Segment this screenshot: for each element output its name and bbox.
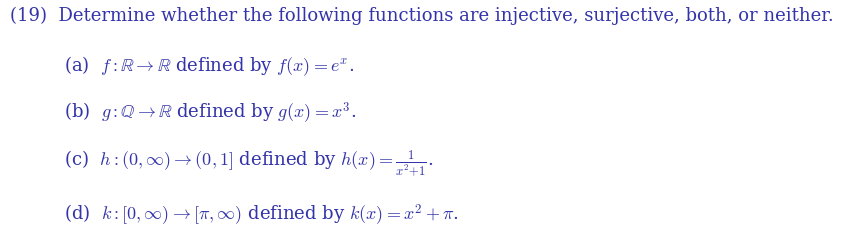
Text: (d)  $k : [0, \infty) \to [\pi, \infty)$ defined by $k(x) = x^{2} + \pi$.: (d) $k : [0, \infty) \to [\pi, \infty)$ … [64,202,459,225]
Text: (a)  $f : \mathbb{R} \to \mathbb{R}$ defined by $f(x) = e^{x}$.: (a) $f : \mathbb{R} \to \mathbb{R}$ defi… [64,54,354,78]
Text: (c)  $h : (0, \infty) \to (0, 1]$ defined by $h(x) = \frac{1}{x^{2}{+}1}$.: (c) $h : (0, \infty) \to (0, 1]$ defined… [64,148,433,178]
Text: (b)  $g : \mathbb{Q} \to \mathbb{R}$ defined by $g(x) = x^{3}$.: (b) $g : \mathbb{Q} \to \mathbb{R}$ defi… [64,101,356,126]
Text: (19)  Determine whether the following functions are injective, surjective, both,: (19) Determine whether the following fun… [10,7,834,25]
